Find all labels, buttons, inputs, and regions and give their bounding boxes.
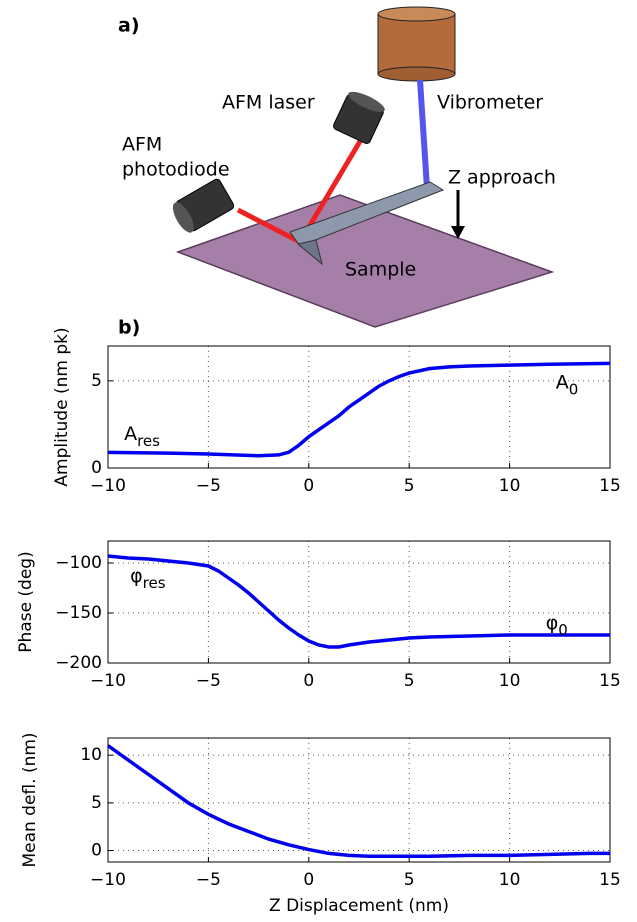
x-tick-label: 15	[599, 671, 621, 691]
data-line	[107, 554, 610, 649]
vibrometer-beam	[417, 79, 430, 189]
axes-frame	[107, 737, 611, 863]
vibrometer-body	[377, 13, 456, 75]
diagram-label: AFM laser	[222, 92, 315, 114]
diagram: a) AFM laser AFM photodiode Vibrometer Z…	[118, 6, 556, 339]
x-tick-label: 10	[499, 476, 521, 496]
diagram-label: Vibrometer	[437, 92, 543, 114]
data-line	[107, 361, 611, 458]
x-tick-label: 5	[404, 476, 415, 496]
x-tick-label: −5	[196, 476, 221, 496]
x-tick-label: 0	[303, 476, 314, 496]
x-tick-label: −5	[196, 870, 221, 890]
annotation-text: φ	[130, 565, 143, 587]
x-tick-label: 5	[404, 870, 415, 890]
axes-frame	[107, 540, 611, 664]
y-tick-label: −150	[55, 603, 102, 623]
panel-label: a)	[118, 15, 140, 37]
annotation-text: φ	[546, 612, 559, 634]
y-tick-label: 0	[91, 841, 102, 861]
y-axis-label: Phase (deg)	[16, 551, 36, 652]
diagram-label: AFM	[122, 134, 162, 156]
vibrometer-base	[377, 66, 456, 82]
data-line	[106, 744, 610, 859]
diagram-label: photodiode	[122, 159, 230, 181]
annotation-subscript: res	[137, 432, 160, 450]
y-tick-label: 5	[91, 371, 102, 391]
y-axis-label: Amplitude (nm pk)	[52, 327, 72, 486]
laser-device	[333, 91, 385, 144]
panel-label: b)	[118, 317, 140, 339]
plot-area	[108, 738, 610, 862]
diagram-label: Sample	[345, 259, 416, 281]
y-tick-label: 10	[80, 745, 102, 765]
cantilever-tip	[296, 239, 323, 266]
annotation-text: A	[124, 423, 137, 445]
x-tick-label: −10	[90, 870, 126, 890]
cantilever	[289, 181, 445, 247]
x-tick-label: 5	[404, 671, 415, 691]
annotation: φres	[130, 565, 166, 592]
photodiode-device	[172, 178, 235, 233]
x-tick-label: 15	[599, 476, 621, 496]
y-tick-label: −100	[55, 553, 102, 573]
x-tick-label: −10	[90, 476, 126, 496]
y-tick-label: 0	[91, 458, 102, 478]
annotation-subscript: 0	[569, 380, 579, 398]
x-tick-label: −10	[90, 671, 126, 691]
annotation: A0	[556, 371, 579, 398]
x-tick-label: 0	[303, 671, 314, 691]
x-tick-label: 15	[599, 870, 621, 890]
annotation: φ0	[546, 612, 568, 639]
annotation-text: A	[556, 371, 569, 393]
vibrometer-top	[377, 6, 456, 22]
y-tick-label: 5	[91, 793, 102, 813]
annotation-subscript: 0	[558, 621, 568, 639]
x-tick-label: 0	[303, 870, 314, 890]
x-tick-label: 10	[499, 870, 521, 890]
x-axis-label: Z Displacement (nm)	[269, 896, 449, 916]
annotation: Ares	[124, 423, 160, 450]
axes-frame	[107, 345, 611, 469]
x-tick-label: −5	[196, 671, 221, 691]
y-axis-label: Mean defl. (nm)	[20, 732, 40, 867]
diagram-label: Z approach	[448, 167, 556, 189]
y-tick-label: −200	[55, 653, 102, 673]
annotation-subscript: res	[143, 574, 166, 592]
x-tick-label: 10	[499, 671, 521, 691]
approach-arrowhead	[451, 226, 465, 239]
